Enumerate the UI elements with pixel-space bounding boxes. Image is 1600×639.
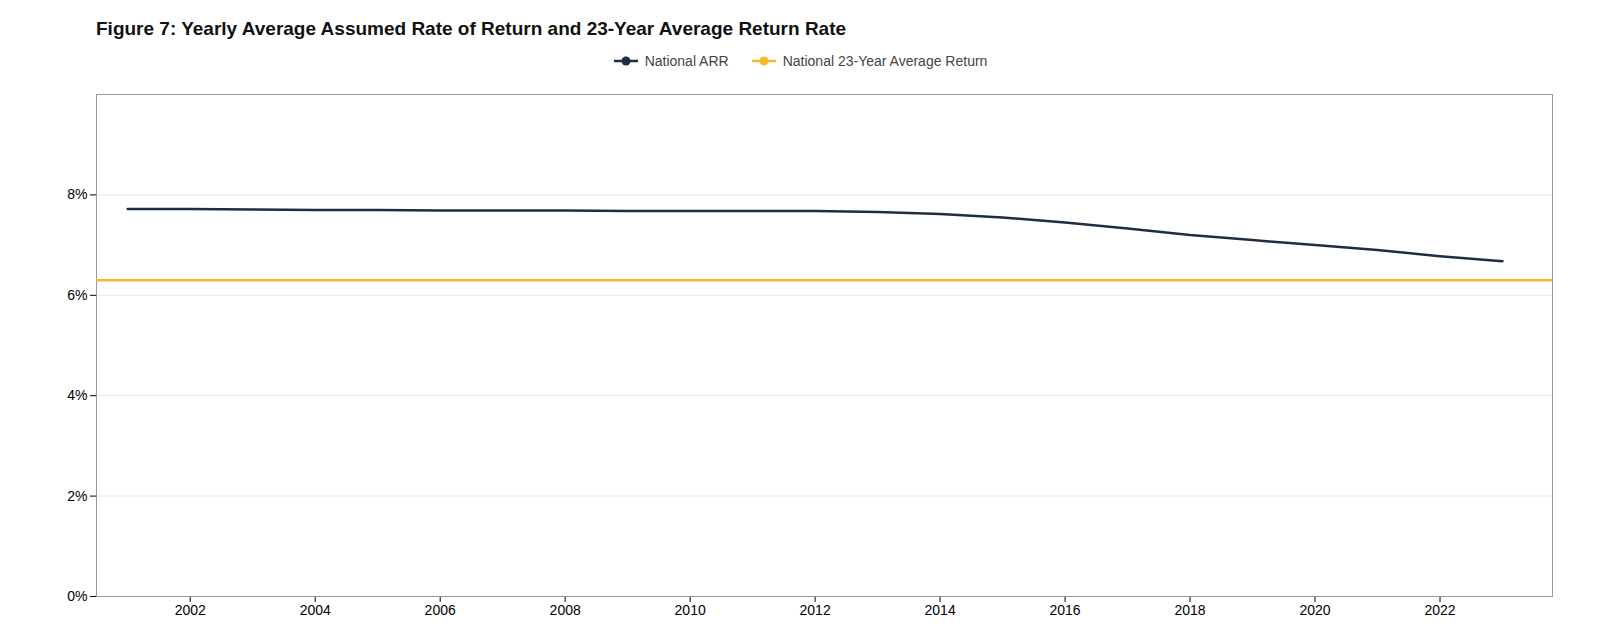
html-text:National ARR: National ARR [644,53,729,69]
svg-text:2004: 2004 [300,602,331,618]
svg-text:2016: 2016 [1050,602,1081,618]
svg-text:2012: 2012 [800,602,831,618]
svg-text:2008: 2008 [550,602,581,618]
svg-text:4%: 4% [67,387,87,403]
svg-text:8%: 8% [67,186,87,202]
svg-text:2006: 2006 [425,602,456,618]
svg-text:2020: 2020 [1299,602,1330,618]
svg-text:2022: 2022 [1424,602,1455,618]
svg-text:6%: 6% [67,287,87,303]
svg-text:0%: 0% [67,588,87,604]
html-text:National 23-Year Average Retur: National 23-Year Average Return [782,53,988,69]
svg-text:2014: 2014 [925,602,956,618]
svg-text:2010: 2010 [675,602,706,618]
svg-text:2002: 2002 [175,602,206,618]
svg-text:2%: 2% [67,488,87,504]
html-text:Figure 7: Yearly Average Assum: Figure 7: Yearly Average Assumed Rate of… [96,18,847,39]
svg-text:2018: 2018 [1174,602,1205,618]
